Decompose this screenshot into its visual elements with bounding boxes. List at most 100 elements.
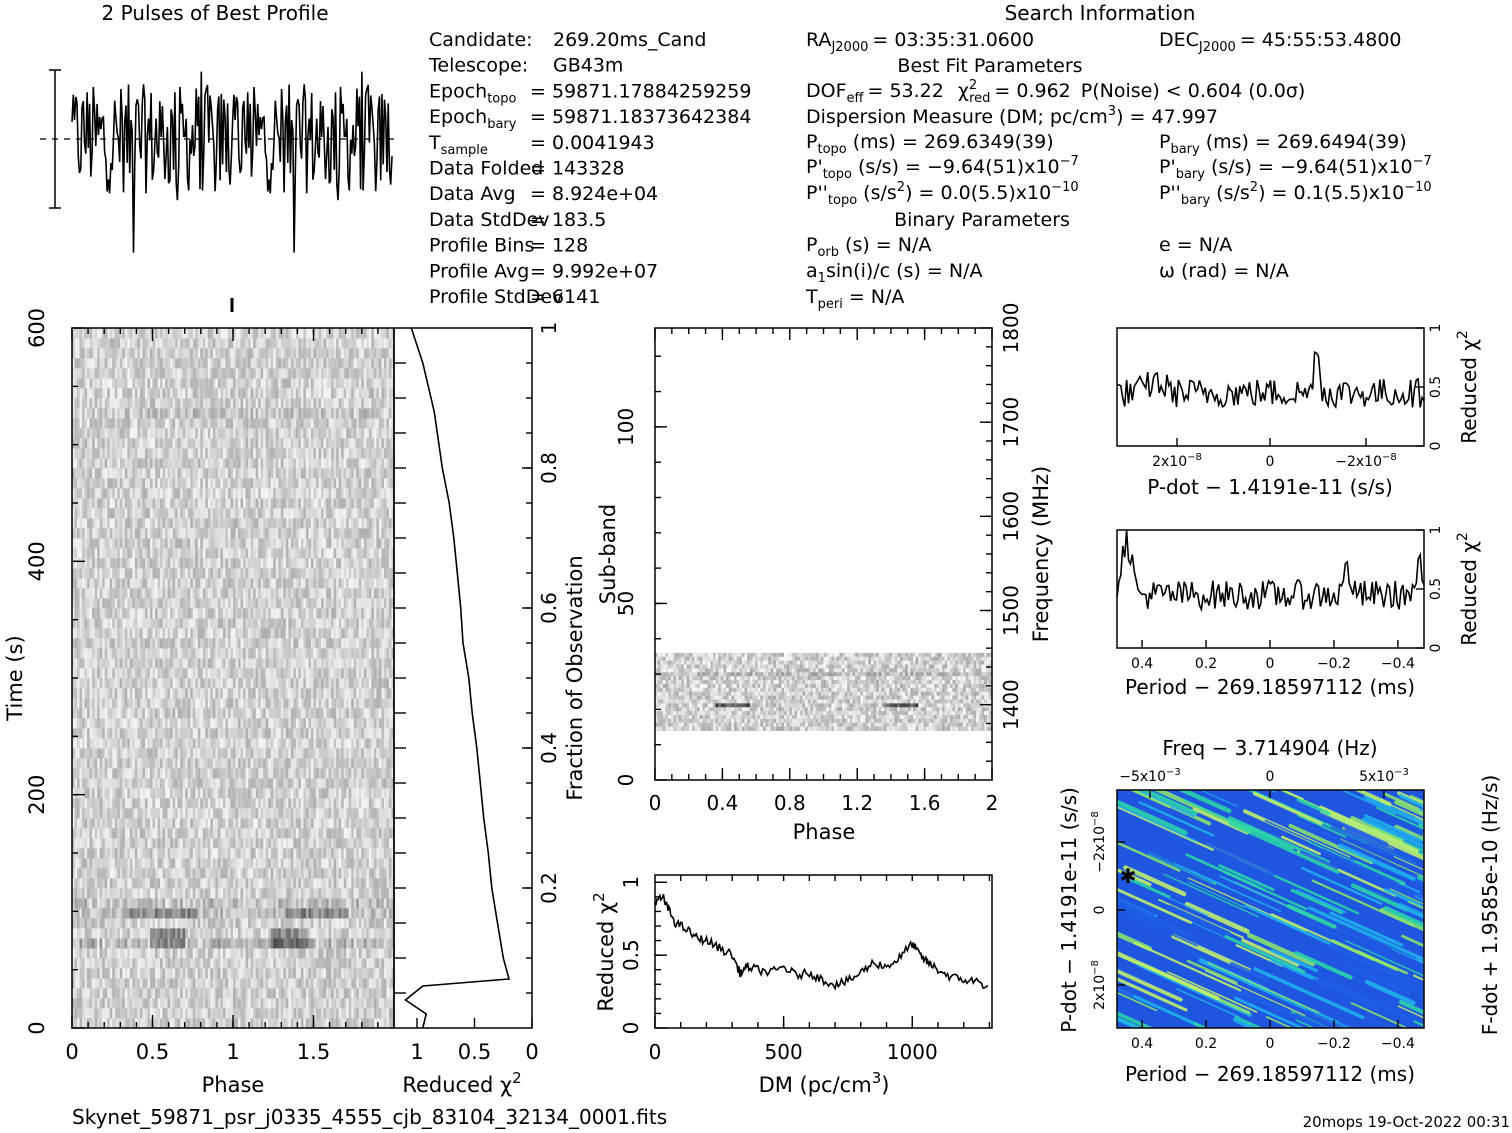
time-phase-cell [248,828,252,839]
time-phase-cell [77,768,80,779]
time-phase-cell [107,668,111,679]
time-phase-cell [388,808,392,819]
time-phase-cell [205,678,209,689]
time-phase-cell [280,738,284,749]
time-phase-cell [215,878,219,889]
time-phase-cell [323,1008,327,1019]
time-phase-cell [298,708,302,719]
time-phase-cell [122,688,126,699]
time-phase-cell [233,708,236,719]
time-phase-cell [97,658,101,669]
time-phase-cell [122,638,126,649]
time-phase-cell [97,858,101,869]
time-phase-cell [341,768,345,779]
time-phase-cell [270,968,274,979]
time-phase-cell [356,978,360,989]
time-phase-cell [230,648,234,659]
time-phase-cell [129,708,133,719]
time-phase-cell [124,908,128,919]
time-phase-cell [343,818,347,829]
time-phase-cell [117,748,121,759]
time-phase-cell [137,988,141,999]
time-phase-cell [368,918,372,929]
time-phase-cell [210,658,214,669]
time-phase-cell [388,1018,392,1028]
time-phase-cell [160,688,163,699]
time-phase-cell [265,898,269,909]
time-phase-cell [333,968,337,979]
time-phase-cell [139,928,143,939]
time-phase-cell [84,858,88,869]
time-phase-cell [172,778,176,789]
time-phase-cell [336,668,340,679]
time-phase-cell [358,748,362,759]
time-phase-cell [391,748,394,759]
time-phase-cell [84,968,88,979]
time-phase-cell [381,998,385,1009]
time-phase-cell [215,788,219,799]
time-phase-cell [124,778,128,789]
time-phase-cell [376,648,380,659]
time-phase-cell [346,898,350,909]
time-phase-cell [127,928,131,939]
time-phase-cell [331,978,335,989]
time-phase-cell [368,658,372,669]
time-phase-cell [366,648,370,659]
time-phase-cell [391,978,394,989]
time-phase-cell [200,898,204,909]
time-phase-cell [117,938,121,949]
time-phase-cell [99,928,103,939]
time-phase-cell [200,688,204,699]
time-phase-cell [84,848,88,859]
time-phase-cell [283,828,287,839]
time-phase-cell [127,828,131,839]
time-phase-cell [155,978,158,989]
time-phase-cell [341,688,345,699]
time-phase-cell [341,978,345,989]
time-phase-cell [343,958,347,969]
time-phase-cell [313,978,317,989]
time-phase-cell [275,658,279,669]
time-phase-cell [295,938,299,949]
time-phase-cell [114,818,118,829]
time-phase-cell [139,858,143,869]
time-phase-cell [112,688,116,699]
time-phase-cell [240,748,244,759]
time-phase-cell [197,908,201,919]
time-phase-cell [366,838,370,849]
time-phase-cell [250,678,254,689]
time-phase-cell [313,908,317,919]
time-phase-cell [280,928,284,939]
time-phase-cell [366,708,370,719]
time-phase-cell [210,848,214,859]
time-phase-cell [331,648,335,659]
time-phase-cell [104,668,108,679]
time-phase-cell [94,968,98,979]
time-phase-cell [202,788,206,799]
time-phase-cell [124,848,128,859]
time-phase-cell [316,688,319,699]
time-phase-cell [210,768,214,779]
time-phase-cell [190,898,194,909]
time-phase-cell [253,978,257,989]
time-phase-cell [361,988,365,999]
time-phase-cell [358,848,362,859]
time-phase-cell [182,728,186,739]
time-phase-cell [326,698,329,709]
time-phase-cell [373,738,377,749]
time-phase-cell [79,918,83,929]
time-phase-cell [139,768,143,779]
time-phase-cell [112,638,116,649]
time-phase-cell [371,828,375,839]
time-phase-cell [107,888,111,899]
time-phase-cell [265,868,269,879]
time-phase-cell [361,688,365,699]
time-phase-cell [310,738,314,749]
time-phase-cell [351,668,355,679]
time-phase-cell [356,848,360,859]
time-phase-cell [72,788,75,799]
time-phase-cell [278,728,282,739]
time-phase-cell [361,938,365,949]
time-phase-cell [165,988,168,999]
time-phase-cell [205,938,209,949]
